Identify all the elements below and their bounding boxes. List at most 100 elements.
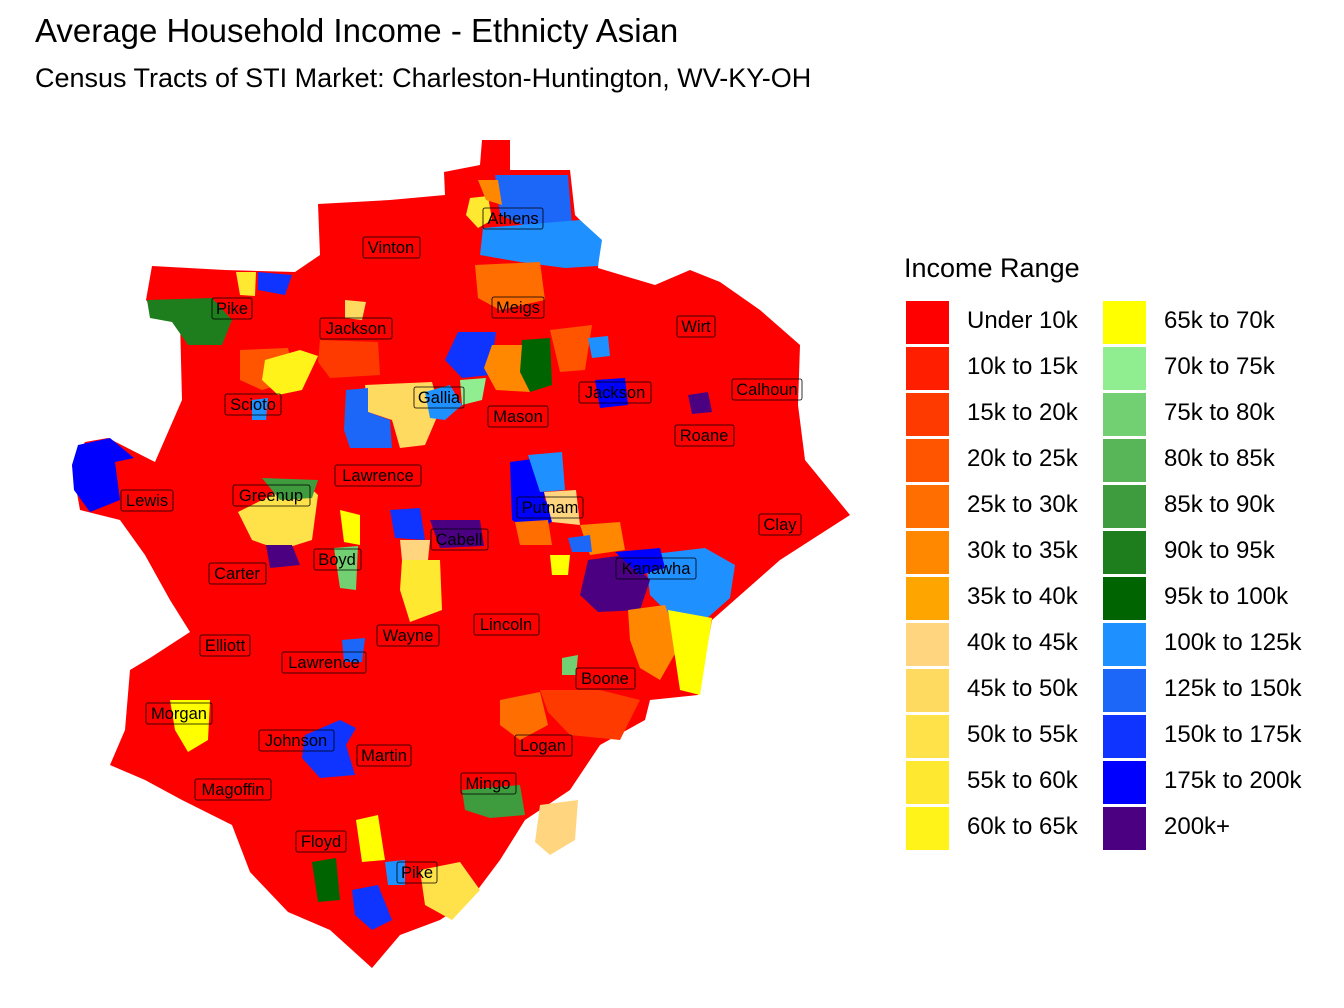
svg-text:Athens: Athens bbox=[487, 210, 538, 228]
tract bbox=[562, 655, 578, 675]
county-label: Carter bbox=[208, 562, 267, 585]
tract bbox=[500, 692, 548, 740]
svg-text:Roane: Roane bbox=[680, 427, 729, 445]
svg-text:Martin: Martin bbox=[361, 747, 407, 765]
county-label: Clay bbox=[758, 513, 802, 536]
county-label: Floyd bbox=[295, 830, 347, 853]
tract bbox=[595, 378, 628, 408]
tract bbox=[460, 378, 486, 405]
legend-swatch bbox=[906, 347, 949, 390]
svg-text:Elliott: Elliott bbox=[205, 637, 246, 655]
svg-text:Boyd: Boyd bbox=[318, 551, 356, 569]
county-label: Pike bbox=[211, 297, 253, 320]
legend-swatch bbox=[1103, 669, 1146, 712]
county-label: Elliott bbox=[199, 634, 251, 657]
county-label: Gallia bbox=[413, 386, 465, 409]
svg-text:Meigs: Meigs bbox=[496, 299, 540, 317]
svg-text:Wirt: Wirt bbox=[681, 318, 711, 336]
county-label: Lincoln bbox=[473, 613, 540, 636]
svg-text:Carter: Carter bbox=[214, 565, 260, 583]
svg-text:Jackson: Jackson bbox=[326, 320, 387, 338]
legend-swatch bbox=[906, 485, 949, 528]
legend-label: 60k to 65k bbox=[967, 813, 1078, 840]
county-label: Jackson bbox=[578, 381, 652, 404]
tract bbox=[688, 392, 712, 414]
county-label: Jackson bbox=[319, 317, 393, 340]
county-label: Wirt bbox=[676, 315, 716, 338]
legend-swatch bbox=[906, 439, 949, 482]
legend-label: Under 10k bbox=[967, 307, 1078, 334]
legend-label: 20k to 25k bbox=[967, 445, 1078, 472]
legend-label: 55k to 60k bbox=[967, 767, 1078, 794]
legend-label: 40k to 45k bbox=[967, 629, 1078, 656]
tract bbox=[302, 720, 356, 778]
tract bbox=[528, 452, 565, 492]
county-label: Martin bbox=[356, 744, 412, 767]
county-label: Vinton bbox=[362, 236, 421, 259]
svg-text:Jackson: Jackson bbox=[585, 384, 646, 402]
county-label: Lawrence bbox=[334, 464, 422, 487]
legend-swatch bbox=[906, 715, 949, 758]
market-region bbox=[72, 140, 850, 968]
legend-swatch bbox=[1103, 577, 1146, 620]
county-label: Wayne bbox=[376, 624, 440, 647]
county-label: Kanawha bbox=[615, 557, 697, 580]
legend-swatch bbox=[1103, 485, 1146, 528]
tract bbox=[580, 555, 650, 612]
choropleth-map: Athens Vinton Meigs Pike Jackson Wirt Ga… bbox=[72, 140, 850, 968]
svg-text:Kanawha: Kanawha bbox=[622, 560, 692, 578]
tract bbox=[668, 610, 712, 695]
county-label: Mason bbox=[487, 405, 549, 428]
legend-label: 175k to 200k bbox=[1164, 767, 1302, 794]
county-label: Johnson bbox=[258, 729, 335, 752]
legend-label: 95k to 100k bbox=[1164, 583, 1289, 610]
tract bbox=[147, 298, 232, 345]
tract bbox=[385, 860, 405, 885]
legend-swatch bbox=[906, 669, 949, 712]
county-label: Putnam bbox=[516, 496, 584, 519]
tract bbox=[365, 382, 440, 448]
svg-text:Wayne: Wayne bbox=[383, 627, 434, 645]
tract bbox=[478, 180, 502, 205]
legend-swatch bbox=[1103, 347, 1146, 390]
legend-swatch bbox=[906, 577, 949, 620]
tract bbox=[356, 815, 385, 862]
tract bbox=[430, 520, 484, 548]
tract bbox=[334, 546, 358, 590]
legend-swatch bbox=[1103, 301, 1146, 344]
tract bbox=[466, 196, 492, 228]
svg-text:Johnson: Johnson bbox=[265, 732, 327, 750]
legend-swatch bbox=[906, 301, 949, 344]
svg-text:Mason: Mason bbox=[493, 408, 543, 426]
tract bbox=[425, 385, 462, 420]
tract bbox=[312, 858, 340, 902]
svg-text:Magoffin: Magoffin bbox=[202, 781, 265, 799]
map-subtitle: Census Tracts of STI Market: Charleston-… bbox=[35, 63, 812, 93]
county-label: Boyd bbox=[313, 548, 362, 571]
tract bbox=[400, 540, 430, 560]
tract bbox=[568, 535, 592, 552]
svg-text:Mingo: Mingo bbox=[466, 775, 511, 793]
legend-swatch bbox=[1103, 623, 1146, 666]
legend-label: 100k to 125k bbox=[1164, 629, 1302, 656]
county-label: Roane bbox=[674, 424, 735, 447]
legend-label: 15k to 20k bbox=[967, 399, 1078, 426]
svg-text:Gallia: Gallia bbox=[418, 389, 461, 407]
tract bbox=[544, 490, 580, 525]
county-label: Lewis bbox=[120, 489, 174, 512]
county-label: Morgan bbox=[145, 702, 213, 725]
legend-label: 80k to 85k bbox=[1164, 445, 1275, 472]
legend-label: 10k to 15k bbox=[967, 353, 1078, 380]
tract bbox=[518, 338, 552, 392]
tract bbox=[342, 638, 365, 662]
tract bbox=[420, 862, 480, 920]
county-label: Magoffin bbox=[194, 778, 272, 801]
svg-text:Putnam: Putnam bbox=[522, 499, 579, 517]
tract bbox=[318, 340, 380, 378]
tract bbox=[400, 560, 442, 622]
svg-text:Clay: Clay bbox=[763, 516, 797, 534]
legend-swatch bbox=[1103, 439, 1146, 482]
legend-swatch bbox=[1103, 393, 1146, 436]
legend-title: Income Range bbox=[904, 253, 1080, 283]
tract bbox=[170, 700, 210, 752]
